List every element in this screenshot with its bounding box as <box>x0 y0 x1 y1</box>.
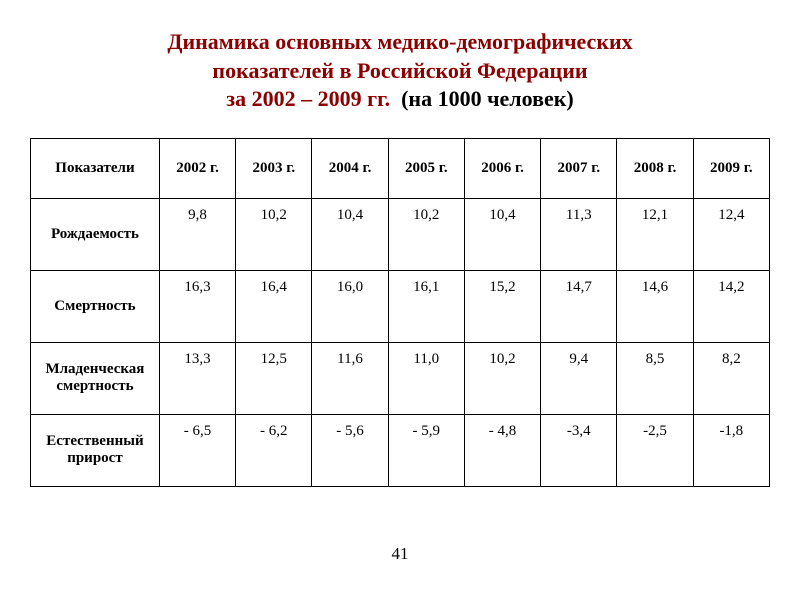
table-row: Рождаемость 9,8 10,2 10,4 10,2 10,4 11,3… <box>31 198 770 270</box>
cell: -2,5 <box>617 414 693 486</box>
row-label: Рождаемость <box>31 198 160 270</box>
header-year: 2004 г. <box>312 138 388 198</box>
cell: - 5,9 <box>388 414 464 486</box>
header-year: 2006 г. <box>464 138 540 198</box>
title-line-1: Динамика основных медико-демографических <box>167 29 632 54</box>
table-row: Естественный прирост - 6,5 - 6,2 - 5,6 -… <box>31 414 770 486</box>
cell: 10,2 <box>388 198 464 270</box>
data-table: Показатели 2002 г. 2003 г. 2004 г. 2005 … <box>30 138 770 487</box>
cell: 13,3 <box>159 342 235 414</box>
cell: 14,2 <box>693 270 769 342</box>
cell: 10,4 <box>312 198 388 270</box>
cell: 14,7 <box>541 270 617 342</box>
cell: 16,1 <box>388 270 464 342</box>
cell: 8,5 <box>617 342 693 414</box>
cell: 9,4 <box>541 342 617 414</box>
cell: - 6,5 <box>159 414 235 486</box>
header-year: 2002 г. <box>159 138 235 198</box>
cell: 10,4 <box>464 198 540 270</box>
header-year: 2009 г. <box>693 138 769 198</box>
title-line-3-black-text: (на 1000 человек) <box>401 86 574 111</box>
page-number: 41 <box>0 544 800 564</box>
cell: 12,5 <box>236 342 312 414</box>
cell: 14,6 <box>617 270 693 342</box>
row-label: Младенческая смертность <box>31 342 160 414</box>
cell: 16,0 <box>312 270 388 342</box>
header-indicator: Показатели <box>31 138 160 198</box>
cell: -3,4 <box>541 414 617 486</box>
slide: Динамика основных медико-демографических… <box>0 0 800 600</box>
cell: - 4,8 <box>464 414 540 486</box>
cell: 9,8 <box>159 198 235 270</box>
cell: -1,8 <box>693 414 769 486</box>
row-label: Естественный прирост <box>31 414 160 486</box>
table-row: Смертность 16,3 16,4 16,0 16,1 15,2 14,7… <box>31 270 770 342</box>
cell: 8,2 <box>693 342 769 414</box>
cell: 10,2 <box>236 198 312 270</box>
cell: 16,3 <box>159 270 235 342</box>
cell: 11,6 <box>312 342 388 414</box>
cell: 11,0 <box>388 342 464 414</box>
cell: 16,4 <box>236 270 312 342</box>
title-line-3-red: за 2002 – 2009 гг. <box>226 86 390 111</box>
header-year: 2007 г. <box>541 138 617 198</box>
table-header-row: Показатели 2002 г. 2003 г. 2004 г. 2005 … <box>31 138 770 198</box>
header-year: 2008 г. <box>617 138 693 198</box>
header-year: 2005 г. <box>388 138 464 198</box>
row-label: Смертность <box>31 270 160 342</box>
cell: 12,1 <box>617 198 693 270</box>
cell: - 5,6 <box>312 414 388 486</box>
cell: 11,3 <box>541 198 617 270</box>
table-row: Младенческая смертность 13,3 12,5 11,6 1… <box>31 342 770 414</box>
slide-title: Динамика основных медико-демографических… <box>30 28 770 114</box>
cell: 15,2 <box>464 270 540 342</box>
cell: - 6,2 <box>236 414 312 486</box>
header-year: 2003 г. <box>236 138 312 198</box>
title-line-2: показателей в Российской Федерации <box>212 58 587 83</box>
cell: 12,4 <box>693 198 769 270</box>
cell: 10,2 <box>464 342 540 414</box>
